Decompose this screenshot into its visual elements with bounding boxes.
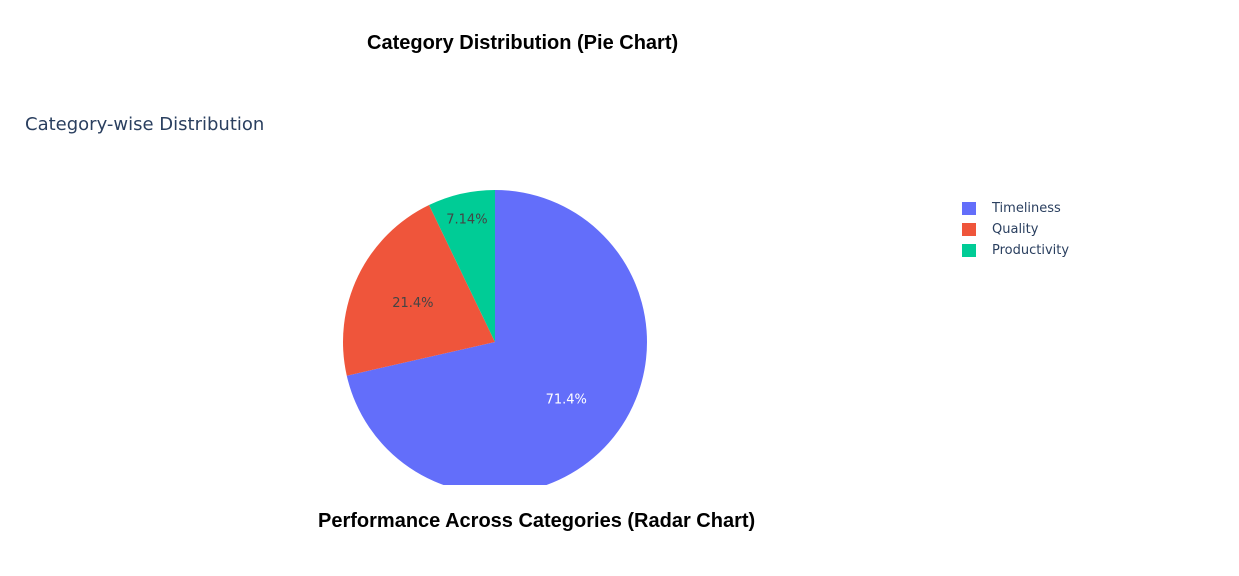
legend-swatch: [962, 223, 976, 236]
legend-label: Timeliness: [992, 201, 1061, 216]
pie-chart-frame: Category-wise Distribution 71.4% 21.4% 7.1…: [0, 90, 1239, 485]
pie-slice-label-quality: 21.4%: [392, 296, 433, 311]
radar-section-heading: Performance Across Categories (Radar Cha…: [318, 510, 756, 532]
legend-label: Quality: [992, 222, 1039, 237]
pie-slice-label-timeliness: 71.4%: [546, 392, 587, 407]
legend-item-productivity[interactable]: Productivity: [962, 240, 1069, 261]
pie-slice-productivity[interactable]: [429, 190, 495, 342]
legend-label: Productivity: [992, 243, 1070, 258]
pie-chart: 71.4% 21.4% 7.14%: [343, 190, 647, 485]
chart-title: Category-wise Distribution: [25, 114, 265, 135]
pie-slice-quality[interactable]: [343, 205, 495, 376]
pie-section-heading: Category Distribution (Pie Chart): [367, 32, 679, 54]
pie-slice-timeliness[interactable]: [346, 190, 647, 485]
legend-swatch: [962, 202, 976, 215]
legend-swatch: [962, 244, 976, 257]
chart-legend: Timeliness Quality Productivity: [962, 198, 1069, 261]
pie-slice-label-productivity: 7.14%: [446, 213, 487, 228]
legend-item-timeliness[interactable]: Timeliness: [962, 198, 1069, 219]
legend-item-quality[interactable]: Quality: [962, 219, 1069, 240]
